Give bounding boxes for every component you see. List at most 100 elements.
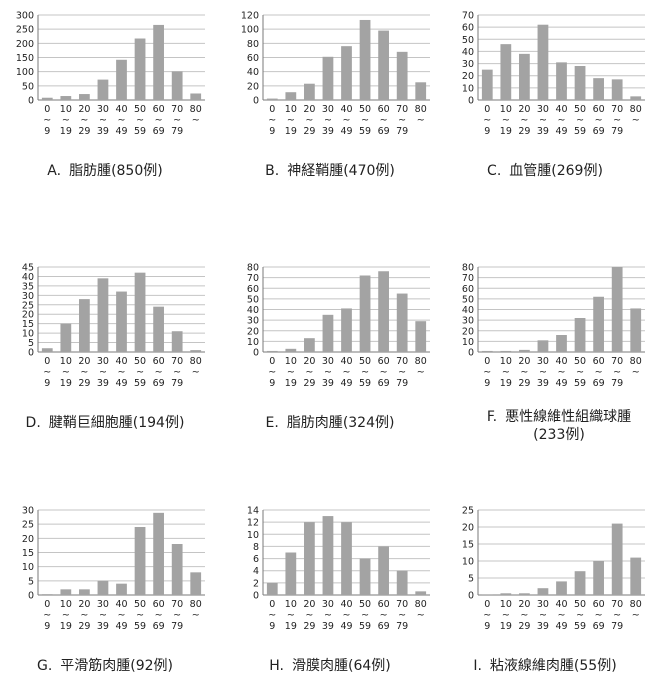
y-tick-label: 0 — [253, 591, 259, 602]
y-tick-label: 80 — [247, 39, 259, 50]
x-tick-label: 60 ~69 — [593, 356, 605, 389]
y-tick-label: 10 — [462, 337, 474, 348]
bar — [537, 24, 549, 100]
y-tick-label: 60 — [247, 284, 259, 295]
y-tick-label: 150 — [16, 53, 34, 64]
bar — [304, 338, 315, 352]
x-tick-label: 70 ~79 — [171, 599, 183, 632]
y-tick-label: 10 — [22, 329, 34, 340]
y-tick-label: 15 — [22, 319, 34, 330]
x-tick-label: 10 ~19 — [60, 356, 72, 389]
bar — [415, 82, 427, 100]
y-tick-label: 300 — [16, 11, 34, 22]
x-tick-label: 40 ~49 — [340, 104, 352, 137]
caption-title: 滑膜肉腫 — [291, 658, 348, 674]
y-tick-label: 0 — [253, 96, 259, 107]
x-tick-label: 70 ~79 — [611, 599, 623, 632]
bar — [41, 594, 53, 595]
x-tick-label: 50 ~59 — [359, 104, 371, 137]
x-tick-label: 50 ~59 — [574, 104, 586, 137]
chart-panel-a: 0 50 100 150 200 250 300 0 ~9 10 ~19 20 ~29 30 ~39 40 ~4… — [0, 10, 210, 180]
chart-caption: A. 脂肪腫(850例) — [0, 162, 210, 180]
bar — [537, 588, 549, 595]
bar — [116, 583, 127, 595]
bar — [41, 348, 53, 352]
y-tick-label: 5 — [28, 576, 34, 587]
bar — [556, 62, 567, 100]
bar — [593, 561, 604, 595]
y-tick-label: 50 — [247, 294, 259, 305]
x-tick-label: 60 ~69 — [378, 599, 390, 632]
x-tick-label: 60 ~69 — [153, 356, 165, 389]
x-tick-label: 30 ~39 — [537, 356, 549, 389]
bar — [266, 98, 278, 100]
x-tick-label: 10 ~19 — [285, 356, 297, 389]
bar — [481, 594, 493, 595]
caption-letter: F. — [486, 409, 498, 425]
x-tick-label: 0 ~9 — [43, 356, 51, 389]
bar — [341, 522, 352, 595]
x-tick-label: 20 ~29 — [303, 356, 315, 389]
caption-letter: E. — [265, 415, 279, 431]
bar — [378, 30, 389, 100]
caption-count: (470例) — [343, 163, 395, 179]
caption-title: 神経鞘腫 — [287, 163, 344, 179]
bar — [134, 272, 146, 352]
caption-letter: B. — [265, 163, 280, 179]
x-tick-label: 60 ~69 — [593, 599, 605, 632]
y-tick-label: 30 — [462, 59, 474, 70]
bar — [359, 19, 371, 101]
x-tick-label: 20 ~29 — [78, 599, 90, 632]
bar — [79, 299, 90, 352]
y-tick-label: 0 — [468, 96, 474, 107]
caption-title: 悪性線維性組織球腫 — [505, 409, 632, 425]
bar — [611, 79, 623, 100]
chart-caption: E. 脂肪肉腫(324例) — [225, 414, 435, 432]
caption-count: (324例) — [342, 415, 395, 431]
x-tick-label: 30 ~39 — [537, 104, 549, 137]
x-tick-label: 70 ~79 — [611, 104, 623, 137]
y-tick-label: 35 — [22, 281, 34, 292]
chart-panel-b: 0 20 40 60 80 100 120 0 ~9 10 ~19 20 ~29 30 ~39 40 ~49 50… — [225, 10, 435, 180]
y-tick-label: 30 — [22, 506, 34, 517]
x-tick-label: 80 ~ — [190, 356, 202, 378]
chart-panel-c: 0 10 20 30 40 50 60 70 0 ~9 10 ~19 20 ~29 30 ~39 40 ~49 50… — [440, 10, 650, 180]
bar — [190, 93, 202, 100]
y-tick-label: 15 — [22, 548, 34, 559]
x-tick-label: 0 ~9 — [268, 599, 276, 632]
bar-chart: 0 5 10 15 20 25 30 0 ~9 10 ~19 20 ~29 30 ~39 40 ~49 50 ~59… — [22, 506, 205, 632]
bar — [134, 38, 146, 100]
y-tick-label: 100 — [16, 67, 34, 78]
y-tick-label: 8 — [253, 542, 259, 553]
bar — [396, 293, 408, 352]
y-tick-label: 80 — [247, 263, 259, 274]
x-tick-label: 80 ~ — [415, 599, 427, 621]
y-tick-label: 30 — [247, 316, 259, 327]
y-tick-label: 0 — [468, 591, 474, 602]
y-tick-label: 100 — [241, 25, 259, 36]
chart-panel-i: 0 5 10 15 20 25 0 ~9 10 ~19 20 ~29 30 ~39 40 ~49 50 ~59 60… — [440, 505, 650, 675]
x-tick-label: 40 ~49 — [115, 356, 127, 389]
x-tick-label: 30 ~39 — [537, 599, 549, 632]
caption-count: (269例) — [551, 163, 603, 179]
bar-chart: 0 5 10 15 20 25 0 ~9 10 ~19 20 ~29 30 ~39 40 ~49 50 ~59 60… — [462, 506, 645, 632]
y-tick-label: 60 — [462, 284, 474, 295]
caption-title: 脂肪肉腫 — [286, 415, 343, 431]
x-tick-label: 30 ~39 — [97, 356, 109, 389]
x-tick-label: 10 ~19 — [500, 104, 512, 137]
bar — [285, 552, 297, 595]
bar — [97, 580, 109, 595]
y-tick-label: 50 — [462, 35, 474, 46]
x-tick-label: 40 ~49 — [555, 356, 567, 389]
caption-count: (55例) — [573, 658, 617, 674]
bar — [359, 558, 371, 595]
bar — [574, 571, 586, 595]
caption-letter: G. — [36, 658, 53, 674]
bar — [97, 79, 109, 100]
bar — [79, 94, 90, 100]
bar — [304, 522, 315, 595]
bar-chart: 0 20 40 60 80 100 120 0 ~9 10 ~19 20 ~29 30 ~39 40 ~49 50… — [241, 11, 430, 137]
y-tick-label: 10 — [247, 530, 259, 541]
